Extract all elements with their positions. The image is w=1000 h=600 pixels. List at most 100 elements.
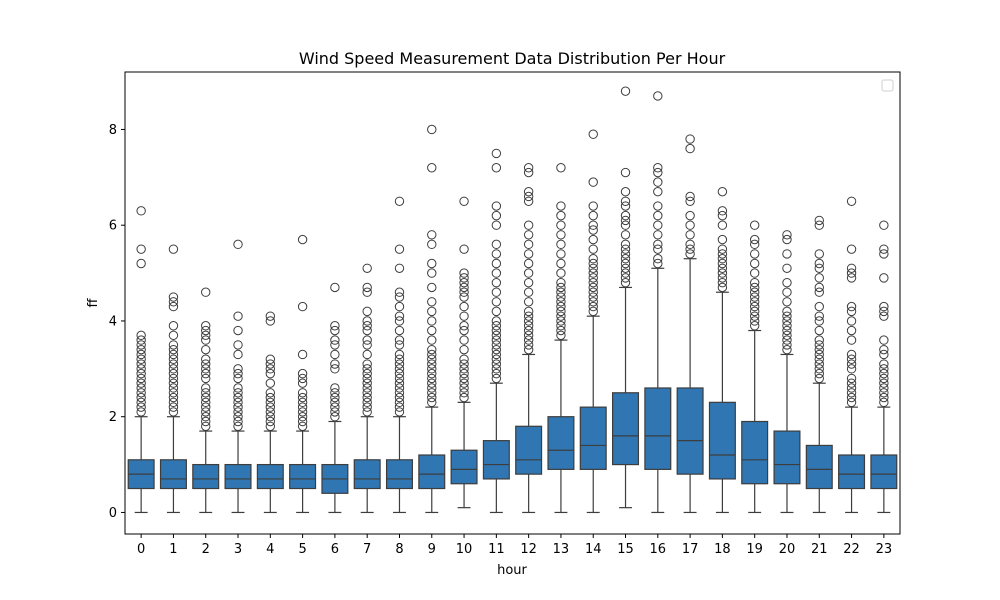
outlier-point	[427, 368, 437, 379]
outlier-point	[362, 388, 372, 398]
outlier-point	[814, 373, 824, 384]
outlier-point	[588, 277, 598, 288]
outlier-point	[588, 244, 598, 254]
box-hour-7	[353, 263, 381, 514]
outlier-point	[265, 311, 276, 321]
outlier-point	[782, 297, 792, 307]
outlier-point	[362, 392, 372, 403]
outlier-point	[685, 196, 695, 206]
outlier-point	[879, 306, 889, 317]
outlier-point	[201, 421, 211, 431]
outlier-point	[427, 258, 437, 269]
outlier-point	[394, 388, 405, 398]
outlier-point	[685, 249, 695, 259]
iqr-box	[256, 463, 284, 490]
outlier-point	[265, 316, 276, 326]
outlier-point	[782, 340, 792, 350]
outlier-point	[620, 254, 631, 264]
outlier-point	[394, 407, 405, 417]
outlier-point	[297, 388, 308, 398]
outlier-point	[168, 383, 179, 393]
box-hour-1	[159, 244, 187, 514]
iqr-box	[579, 406, 607, 470]
outlier-point	[233, 402, 243, 412]
outlier-point	[782, 287, 792, 297]
outlier-point	[459, 344, 469, 355]
outlier-point	[879, 359, 889, 369]
outlier-point	[523, 167, 534, 178]
iqr-box	[838, 454, 866, 490]
outlier-point	[523, 249, 534, 259]
x-tick-label: 22	[843, 542, 860, 557]
outlier-point	[394, 392, 405, 403]
outlier-point	[330, 359, 340, 369]
outlier-point	[362, 364, 372, 374]
outlier-point	[717, 249, 728, 259]
outlier-point	[459, 335, 469, 345]
outlier-point	[588, 254, 598, 264]
outlier-point	[523, 196, 534, 206]
outlier-point	[846, 301, 857, 312]
outlier-point	[685, 244, 695, 254]
outlier-point	[136, 402, 146, 412]
outlier-point	[362, 316, 372, 326]
outlier-point	[523, 186, 534, 197]
outlier-point	[620, 201, 631, 211]
outlier-point	[136, 392, 146, 403]
outlier-point	[814, 215, 824, 226]
outlier-point	[297, 301, 308, 312]
outlier-point	[330, 407, 340, 417]
outlier-point	[427, 364, 437, 374]
outlier-point	[523, 230, 534, 240]
outlier-point	[233, 364, 243, 374]
outlier-point	[523, 277, 534, 288]
outlier-point	[653, 230, 663, 240]
outlier-point	[491, 335, 502, 345]
outlier-point	[136, 340, 146, 350]
outlier-point	[879, 388, 889, 398]
outlier-point	[620, 258, 631, 269]
outlier-point	[556, 306, 566, 317]
outlier-point	[168, 392, 179, 403]
outlier-point	[556, 220, 566, 230]
outlier-point	[168, 344, 179, 355]
outlier-point	[556, 258, 566, 269]
outlier-point	[814, 325, 824, 336]
outlier-point	[846, 383, 857, 393]
box-hour-4	[256, 311, 284, 514]
x-tick-label: 12	[520, 542, 537, 557]
outlier-point	[394, 373, 405, 384]
outlier-point	[136, 383, 146, 393]
outlier-point	[297, 234, 308, 245]
outlier-point	[201, 321, 211, 331]
outlier-point	[394, 402, 405, 412]
outlier-point	[879, 273, 889, 283]
outlier-point	[491, 220, 502, 230]
iqr-box	[450, 449, 478, 485]
outlier-point	[427, 163, 437, 173]
iqr-box	[805, 444, 833, 490]
outlier-point	[491, 268, 502, 278]
outlier-point	[459, 388, 469, 398]
outlier-point	[297, 368, 308, 379]
outlier-point	[459, 383, 469, 393]
outlier-point	[846, 397, 857, 408]
box-hour-11	[482, 148, 510, 514]
outlier-point	[685, 239, 695, 250]
outlier-point	[362, 378, 372, 388]
outlier-point	[491, 316, 502, 326]
iqr-box	[418, 454, 446, 490]
outlier-point	[362, 397, 372, 408]
outlier-point	[330, 412, 340, 422]
outlier-point	[136, 349, 146, 360]
outlier-point	[201, 287, 211, 297]
outlier-point	[136, 373, 146, 384]
outlier-point	[330, 397, 340, 408]
outlier-point	[556, 287, 566, 297]
outlier-point	[523, 287, 534, 297]
x-tick-label: 19	[746, 542, 763, 557]
iqr-box	[289, 463, 317, 490]
outlier-point	[588, 297, 598, 307]
outlier-point	[685, 134, 695, 144]
outlier-point	[201, 392, 211, 403]
